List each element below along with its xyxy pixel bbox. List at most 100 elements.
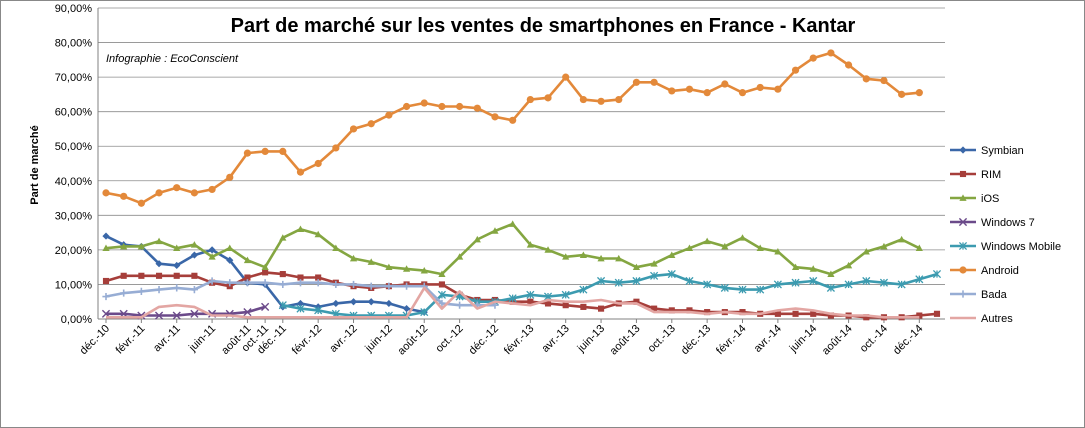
axes: [97, 8, 945, 323]
data-point: [208, 253, 216, 260]
data-point: [456, 301, 464, 309]
data-point: [244, 274, 251, 281]
data-point: [262, 269, 269, 276]
series-symbian: [102, 232, 428, 316]
data-point: [562, 302, 569, 309]
data-point: [332, 244, 340, 252]
data-point: [880, 242, 888, 250]
data-point: [959, 146, 967, 154]
data-point: [420, 308, 429, 317]
data-point: [756, 285, 765, 294]
data-point: [420, 267, 428, 274]
legend-label: Android: [981, 265, 1019, 277]
data-point: [508, 294, 517, 303]
data-point: [738, 89, 747, 97]
data-point: [456, 253, 464, 260]
data-point: [279, 147, 287, 156]
data-point: [774, 248, 782, 255]
data-point: [314, 279, 322, 287]
data-point: [243, 256, 252, 264]
data-point: [686, 307, 693, 314]
data-point: [738, 285, 747, 294]
data-point: [526, 290, 535, 299]
data-point: [155, 189, 163, 197]
data-point: [367, 282, 375, 290]
data-point: [862, 248, 870, 255]
data-point: [456, 102, 464, 111]
data-point: [349, 254, 358, 262]
series-line: [106, 286, 920, 319]
data-point: [155, 260, 163, 268]
data-point: [509, 116, 517, 124]
data-point: [615, 254, 623, 262]
data-point: [155, 237, 163, 245]
y-tick-label: 20,00%: [55, 245, 93, 257]
data-point: [580, 303, 587, 310]
data-point: [437, 290, 446, 299]
data-point: [544, 94, 552, 102]
data-point: [898, 90, 906, 98]
series-ios: [102, 220, 923, 277]
legend-label: Windows Mobile: [981, 241, 1061, 253]
data-point: [879, 278, 889, 287]
data-point: [332, 144, 340, 152]
data-point: [315, 274, 322, 281]
data-point: [226, 173, 234, 181]
data-point: [915, 275, 924, 284]
data-point: [668, 87, 676, 95]
data-point: [844, 261, 853, 269]
data-point: [137, 242, 145, 250]
data-point: [243, 149, 252, 157]
data-point: [720, 283, 729, 292]
data-point: [756, 244, 764, 252]
data-point: [650, 271, 659, 280]
data-point: [544, 246, 552, 253]
data-point: [261, 147, 269, 156]
legend-item: Bada: [950, 289, 1008, 301]
data-point: [420, 99, 428, 107]
data-point: [792, 310, 799, 317]
data-point: [297, 274, 304, 281]
legend-item: Symbian: [950, 145, 1024, 157]
data-point: [173, 284, 181, 292]
data-point: [703, 280, 712, 289]
data-point: [579, 95, 587, 104]
legend-item: RIM: [950, 169, 1001, 181]
data-point: [208, 246, 216, 254]
data-point: [809, 265, 817, 272]
data-point: [367, 120, 375, 128]
data-point: [561, 290, 570, 299]
data-point: [632, 78, 641, 86]
data-point: [279, 280, 287, 289]
data-point: [367, 298, 375, 306]
data-point: [668, 307, 675, 314]
data-point: [810, 310, 817, 317]
legend: Symbian RIM iOS Windows 7 Windows Mobile Andr…: [950, 145, 1061, 325]
data-point: [791, 66, 800, 74]
data-point: [137, 199, 145, 207]
legend-item: Windows Mobile: [950, 241, 1061, 253]
data-point: [155, 286, 163, 294]
y-tick-labels: 0,00% 10,00% 20,00% 30,00% 40,00% 50,00% 60,00…: [55, 3, 93, 326]
data-point: [243, 307, 252, 317]
data-point: [138, 272, 145, 279]
data-point: [120, 242, 128, 250]
y-tick-label: 10,00%: [55, 279, 93, 291]
data-point: [597, 97, 605, 105]
data-point: [385, 111, 393, 119]
data-point: [667, 270, 676, 279]
data-point: [827, 49, 835, 57]
data-point: [190, 241, 199, 248]
data-point: [296, 225, 305, 233]
data-point: [226, 244, 234, 252]
data-point: [791, 263, 800, 271]
legend-item: Android: [950, 265, 1019, 277]
data-point: [827, 270, 835, 277]
data-point: [402, 102, 411, 111]
legend-label: Bada: [981, 289, 1008, 301]
data-point: [226, 279, 234, 287]
data-point: [773, 280, 782, 289]
data-point: [739, 309, 746, 316]
legend-label: RIM: [981, 169, 1001, 181]
